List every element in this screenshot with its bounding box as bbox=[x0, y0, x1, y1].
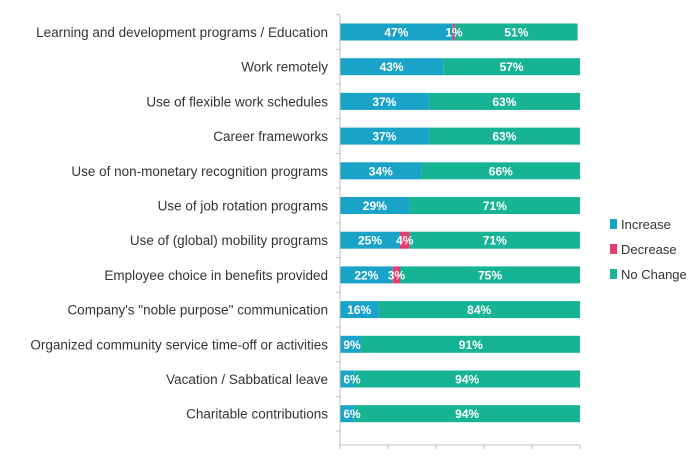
bar-no-change bbox=[421, 162, 580, 180]
legend-swatch-no-change bbox=[610, 269, 617, 279]
data-label-no-change: 71% bbox=[483, 234, 507, 248]
bar-increase bbox=[340, 58, 444, 76]
data-label-increase: 22% bbox=[354, 268, 378, 282]
bar-increase bbox=[340, 370, 355, 388]
legend-swatch-decrease bbox=[610, 244, 617, 254]
legend-swatch-increase bbox=[610, 219, 617, 229]
bar-no-change bbox=[354, 370, 580, 388]
bar-increase bbox=[340, 266, 393, 284]
bar-decrease bbox=[400, 231, 410, 249]
bar-no-change bbox=[409, 231, 580, 249]
category-label: Vacation / Sabbatical leave bbox=[166, 372, 328, 387]
bar-increase bbox=[340, 92, 429, 110]
bar-no-change bbox=[428, 127, 580, 145]
category-label: Use of (global) mobility programs bbox=[130, 233, 328, 248]
legend: Increase Decrease No Change bbox=[610, 217, 687, 282]
bar-no-change bbox=[455, 23, 578, 41]
bar-increase bbox=[340, 23, 453, 41]
data-label-increase: 47% bbox=[384, 26, 408, 40]
data-label-decrease: 3% bbox=[388, 268, 406, 282]
legend-label-decrease: Decrease bbox=[621, 242, 677, 257]
category-label: Work remotely bbox=[241, 60, 328, 75]
category-label: Use of non-monetary recognition programs bbox=[71, 164, 328, 179]
category-label: Learning and development programs / Educ… bbox=[36, 25, 328, 40]
data-label-no-change: 91% bbox=[459, 338, 483, 352]
data-label-increase: 34% bbox=[369, 164, 393, 178]
data-label-increase: 43% bbox=[380, 60, 404, 74]
bar-increase bbox=[340, 335, 362, 353]
legend-label-no-change: No Change bbox=[621, 267, 687, 282]
axis-group bbox=[336, 14, 581, 449]
data-label-no-change: 66% bbox=[489, 164, 513, 178]
bar-increase bbox=[340, 405, 355, 423]
category-label: Employee choice in benefits provided bbox=[104, 268, 328, 283]
category-label: Use of job rotation programs bbox=[158, 199, 329, 214]
data-label-no-change: 63% bbox=[492, 95, 516, 109]
data-labels: 47% 1% 51% 43% 57% 37% 63% 37% 63% 34% 66% 29% 71% 25… bbox=[343, 26, 528, 422]
category-label: Charitable contributions bbox=[186, 407, 328, 422]
bar-no-change bbox=[443, 58, 580, 76]
category-label: Use of flexible work schedules bbox=[146, 94, 328, 109]
data-label-no-change: 75% bbox=[478, 268, 502, 282]
data-label-no-change: 84% bbox=[467, 303, 491, 317]
data-label-increase: 6% bbox=[343, 373, 361, 387]
bar-no-change bbox=[409, 197, 580, 214]
legend-label-increase: Increase bbox=[621, 217, 671, 232]
bars-group bbox=[340, 23, 580, 423]
bar-no-change bbox=[400, 266, 580, 284]
data-label-increase: 37% bbox=[372, 95, 396, 109]
data-label-increase: 16% bbox=[347, 303, 371, 317]
bar-increase bbox=[340, 301, 379, 319]
bar-no-change bbox=[354, 405, 580, 423]
category-label: Organized community service time-off or … bbox=[30, 337, 328, 352]
bar-no-change bbox=[428, 92, 580, 110]
bar-increase bbox=[340, 197, 410, 214]
data-label-increase: 25% bbox=[358, 234, 382, 248]
bar-decrease bbox=[392, 266, 400, 284]
data-label-decrease: 1% bbox=[445, 26, 463, 40]
category-label: Company's "noble purpose" communication bbox=[67, 303, 328, 318]
data-label-no-change: 63% bbox=[492, 130, 516, 144]
data-label-no-change: 51% bbox=[504, 26, 528, 40]
category-labels: Learning and development programs / Educ… bbox=[30, 25, 328, 422]
data-label-no-change: 94% bbox=[455, 373, 479, 387]
bar-increase bbox=[340, 127, 429, 145]
data-label-increase: 9% bbox=[343, 338, 361, 352]
data-label-decrease: 4% bbox=[396, 234, 414, 248]
data-label-no-change: 71% bbox=[483, 199, 507, 213]
bar-increase bbox=[340, 231, 400, 249]
category-label: Career frameworks bbox=[213, 129, 328, 144]
bar-increase bbox=[340, 162, 422, 180]
data-label-no-change: 94% bbox=[455, 407, 479, 421]
data-label-increase: 6% bbox=[343, 407, 361, 421]
bar-no-change bbox=[361, 335, 580, 353]
data-label-no-change: 57% bbox=[500, 60, 524, 74]
data-label-increase: 37% bbox=[372, 130, 396, 144]
data-label-increase: 29% bbox=[363, 199, 387, 213]
bar-no-change bbox=[378, 301, 580, 319]
bar-decrease bbox=[452, 23, 456, 41]
